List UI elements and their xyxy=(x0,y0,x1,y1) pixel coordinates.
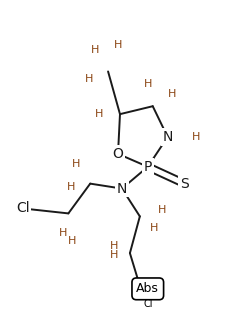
Text: Cl: Cl xyxy=(143,299,152,309)
Text: Cl: Cl xyxy=(16,202,30,216)
Text: H: H xyxy=(91,44,99,55)
Text: H: H xyxy=(150,223,158,233)
Text: O: O xyxy=(113,147,123,161)
Text: H: H xyxy=(168,89,176,99)
Text: H: H xyxy=(85,74,93,84)
Text: H: H xyxy=(191,132,200,142)
Text: H: H xyxy=(110,250,118,260)
Text: H: H xyxy=(143,79,152,89)
Text: H: H xyxy=(59,228,67,238)
Text: P: P xyxy=(143,160,152,174)
Text: H: H xyxy=(72,159,80,169)
Text: H: H xyxy=(95,109,103,119)
Text: H: H xyxy=(158,206,166,216)
Text: H: H xyxy=(68,236,76,246)
Text: N: N xyxy=(117,182,127,196)
Text: H: H xyxy=(114,39,122,50)
Text: S: S xyxy=(180,177,189,191)
Text: H: H xyxy=(67,182,75,192)
Text: Abs: Abs xyxy=(136,282,159,295)
Text: H: H xyxy=(110,241,118,251)
Text: N: N xyxy=(162,130,173,144)
